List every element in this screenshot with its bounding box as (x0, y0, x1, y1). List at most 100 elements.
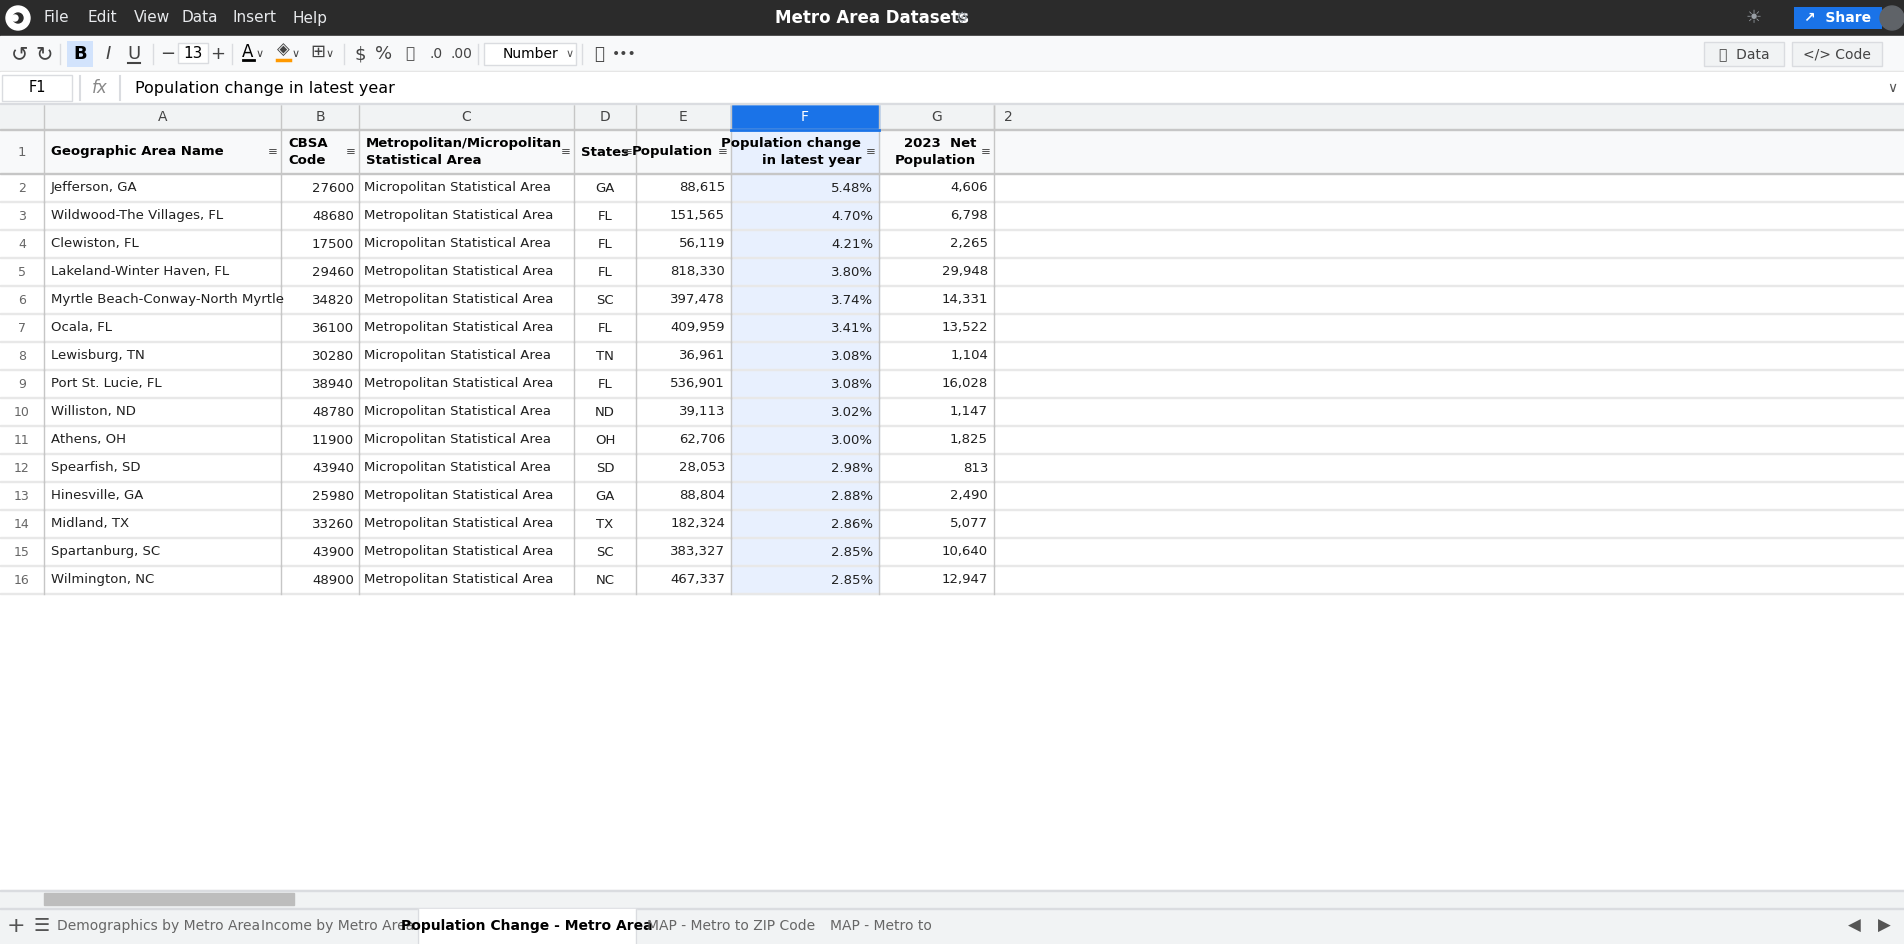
Text: ⚙: ⚙ (956, 11, 969, 25)
Bar (0, 285, 1904, 286)
Bar (0, 481, 1904, 482)
Text: Williston, ND: Williston, ND (51, 406, 135, 418)
Text: 33260: 33260 (312, 517, 354, 531)
Bar (0, 129, 1904, 130)
Bar (731, 454, 880, 482)
Text: 88,804: 88,804 (680, 490, 725, 502)
Text: U: U (128, 45, 141, 63)
Text: I: I (105, 45, 110, 63)
Circle shape (6, 6, 30, 30)
Text: Clewiston, FL: Clewiston, FL (51, 238, 139, 250)
Text: Port St. Lucie, FL: Port St. Lucie, FL (51, 378, 162, 391)
Text: 13: 13 (183, 45, 202, 60)
Text: 4.21%: 4.21% (830, 238, 874, 250)
Text: 2,265: 2,265 (950, 238, 988, 250)
Text: 1,147: 1,147 (950, 406, 988, 418)
Bar (731, 566, 880, 594)
Bar (0, 369, 1904, 370)
Text: Lakeland-Winter Haven, FL: Lakeland-Winter Haven, FL (51, 265, 228, 278)
Text: 4,606: 4,606 (950, 181, 988, 194)
Bar (177, 43, 208, 63)
Text: MAP - Metro to: MAP - Metro to (830, 919, 931, 933)
Text: 38940: 38940 (312, 378, 354, 391)
Text: C: C (461, 110, 472, 124)
Text: ND: ND (596, 406, 615, 418)
Text: ↺: ↺ (11, 44, 29, 64)
Bar (1794, 7, 1881, 29)
Bar (0, 103, 1904, 104)
Text: TN: TN (596, 349, 613, 362)
Text: F1: F1 (29, 80, 46, 95)
Bar (484, 43, 577, 65)
Bar (731, 426, 880, 454)
Text: ☀: ☀ (1746, 9, 1761, 27)
Text: 3.74%: 3.74% (830, 294, 874, 307)
Bar (731, 314, 880, 342)
Bar (731, 538, 880, 566)
Text: Spearfish, SD: Spearfish, SD (51, 462, 141, 475)
Text: 30280: 30280 (312, 349, 354, 362)
Text: CBSA
Code: CBSA Code (288, 137, 327, 167)
Text: Metropolitan Statistical Area: Metropolitan Statistical Area (364, 546, 554, 559)
Bar (0, 36, 1904, 72)
Bar (0, 509, 1904, 510)
Text: 182,324: 182,324 (670, 517, 725, 531)
Text: 16: 16 (13, 574, 30, 586)
Text: GA: GA (596, 181, 615, 194)
Bar (1792, 42, 1881, 66)
Text: ☰: ☰ (34, 917, 50, 935)
Text: Help: Help (293, 10, 327, 25)
Text: Income by Metro Area: Income by Metro Area (261, 919, 415, 933)
Text: 36,961: 36,961 (678, 349, 725, 362)
Text: 25980: 25980 (312, 490, 354, 502)
Text: 2023  Net
Population: 2023 Net Population (895, 137, 977, 167)
Text: ≡: ≡ (623, 145, 632, 159)
Text: 4: 4 (17, 238, 27, 250)
Text: NC: NC (596, 574, 615, 586)
Text: 1: 1 (17, 145, 27, 159)
Text: Micropolitan Statistical Area: Micropolitan Statistical Area (364, 406, 550, 418)
Text: ↗  Share: ↗ Share (1805, 11, 1872, 25)
Text: Jefferson, GA: Jefferson, GA (51, 181, 137, 194)
Text: Myrtle Beach-Conway-North Myrtle: Myrtle Beach-Conway-North Myrtle (51, 294, 284, 307)
Bar (0, 314, 1904, 342)
Text: ≡: ≡ (981, 145, 990, 159)
Text: SC: SC (596, 294, 613, 307)
Bar (0, 593, 1904, 594)
Text: +: + (211, 45, 225, 63)
Text: Insert: Insert (232, 10, 276, 25)
Text: 3.08%: 3.08% (830, 378, 874, 391)
Bar (0, 130, 1904, 174)
Bar (0, 202, 1904, 230)
Text: Micropolitan Statistical Area: Micropolitan Statistical Area (364, 462, 550, 475)
Text: 7: 7 (17, 322, 27, 334)
Text: ▶: ▶ (1877, 917, 1891, 935)
Bar (2, 75, 72, 101)
Text: +: + (8, 916, 25, 936)
Bar (0, 398, 1904, 426)
Bar (0, 313, 1904, 314)
Text: •••: ••• (611, 47, 636, 61)
Text: 27600: 27600 (312, 181, 354, 194)
Text: E: E (680, 110, 687, 124)
Text: Metro Area Datasets: Metro Area Datasets (775, 9, 969, 27)
Text: 39,113: 39,113 (678, 406, 725, 418)
Text: Micropolitan Statistical Area: Micropolitan Statistical Area (364, 181, 550, 194)
Text: Metropolitan Statistical Area: Metropolitan Statistical Area (364, 322, 554, 334)
Text: States: States (581, 145, 628, 159)
Bar (731, 286, 880, 314)
Bar (0, 286, 1904, 314)
Bar (0, 453, 1904, 454)
Bar (0, 104, 1904, 130)
Text: A: A (242, 43, 253, 61)
Bar (731, 510, 880, 538)
Bar (731, 104, 880, 130)
Text: 15: 15 (13, 546, 30, 559)
Text: 43940: 43940 (312, 462, 354, 475)
Bar (0, 173, 1904, 174)
Text: 409,959: 409,959 (670, 322, 725, 334)
Text: Metropolitan Statistical Area: Metropolitan Statistical Area (364, 265, 554, 278)
Bar (0, 890, 1904, 891)
Text: 467,337: 467,337 (670, 574, 725, 586)
Text: G: G (931, 110, 942, 124)
